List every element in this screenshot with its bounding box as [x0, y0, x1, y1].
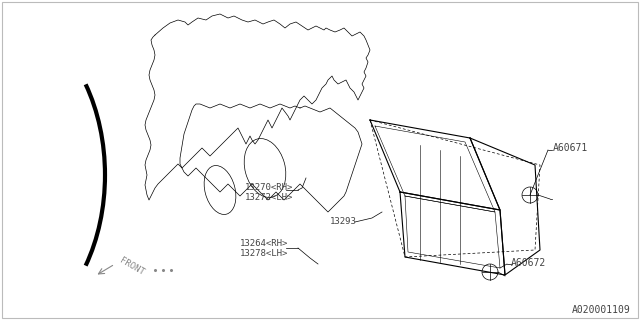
Text: 13278<LH>: 13278<LH>	[240, 249, 289, 258]
Text: A020001109: A020001109	[572, 305, 631, 315]
Text: 13272<LH>: 13272<LH>	[245, 194, 293, 203]
Text: 13264<RH>: 13264<RH>	[240, 238, 289, 247]
Text: A60671: A60671	[553, 143, 588, 153]
Text: FRONT: FRONT	[118, 256, 145, 277]
Text: A60672: A60672	[511, 258, 547, 268]
Text: 13270<RH>: 13270<RH>	[245, 183, 293, 193]
Text: 13293: 13293	[330, 218, 357, 227]
